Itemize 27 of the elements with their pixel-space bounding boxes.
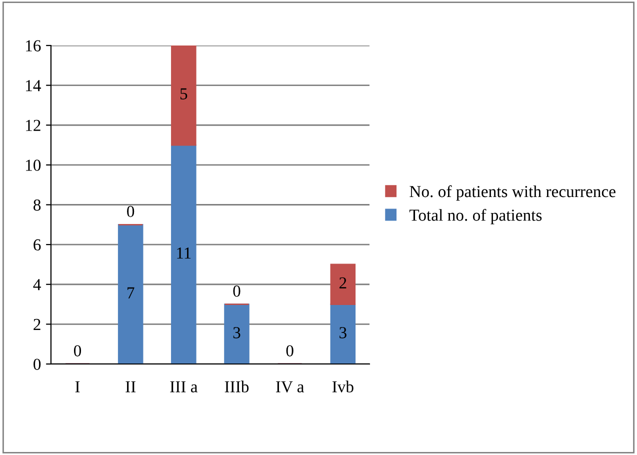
y-tick-label: 12 [26,120,40,131]
x-tick-label: III a [170,381,198,392]
y-tick-label: 14 [26,80,41,92]
data-label: 11 [177,248,191,259]
data-label: 0 [286,345,294,356]
data-label: 0 [233,285,240,297]
x-tick-label: IV a [276,381,304,392]
data-label: 3 [233,327,240,338]
data-label: 2 [339,277,346,288]
y-tick-label: 10 [26,160,41,171]
x-tick-label: I [75,381,80,392]
y-tick-label: 0 [34,358,41,370]
y-tick-label: 6 [34,239,41,251]
data-label: 0 [74,345,82,356]
legend-label: Total no. of patients [409,208,542,224]
data-label: 3 [340,327,346,338]
data-label: 7 [128,287,134,298]
x-tick-label: Ivb [332,380,354,392]
x-tick-label: IIIb [224,380,249,392]
legend-label: No. of patients with recurrence [410,185,616,201]
y-tick-label: 8 [34,199,41,211]
y-tick-label: 16 [26,40,41,52]
data-label: 5 [180,88,188,100]
x-tick-label: II [126,381,136,392]
y-tick-label: 2 [34,318,40,330]
data-label: 0 [127,206,134,218]
y-tick-label: 4 [33,279,41,290]
